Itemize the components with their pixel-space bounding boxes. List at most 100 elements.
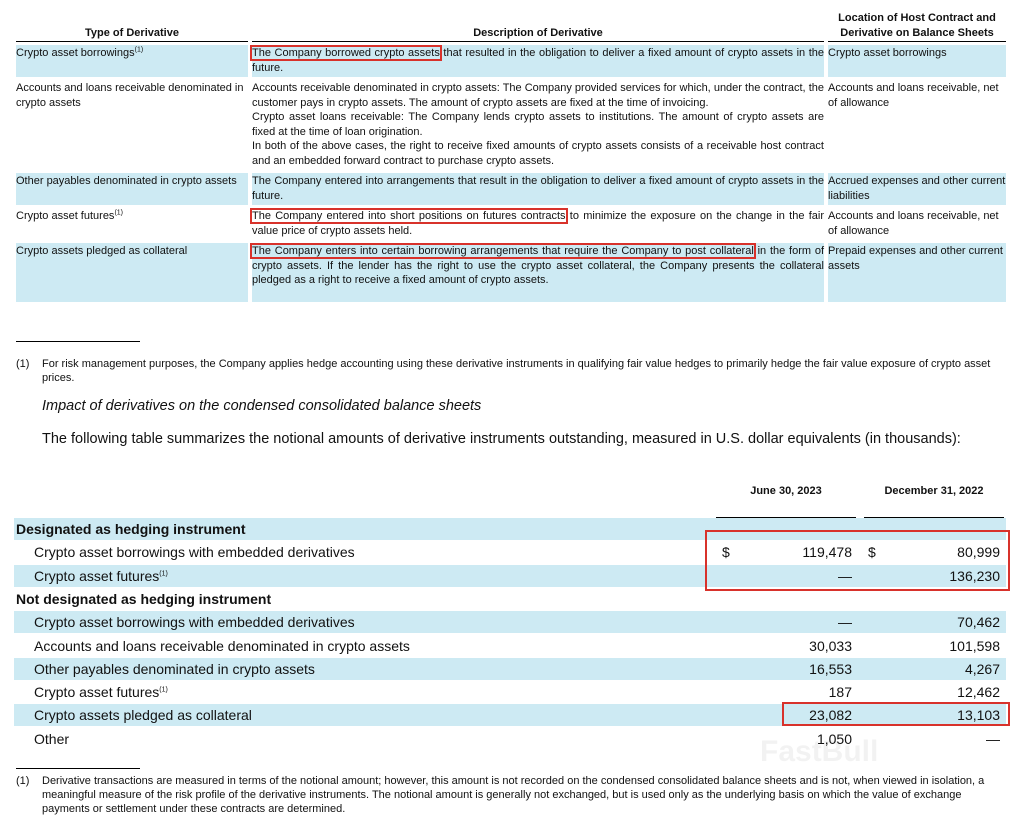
value: 23,082 [809,707,852,724]
label: Crypto assets pledged as collateral [34,707,252,724]
value: 16,553 [809,660,852,677]
footnote-text: Derivative transactions are measured in … [42,775,985,815]
row-label: Other payables denominated in crypto ass… [34,658,315,680]
value: 4,267 [964,660,1000,677]
table-row: Other 1,050 — [14,728,1006,750]
row-label: Crypto asset futures(1) [34,681,168,703]
section-title: Designated as hedging instrument [16,521,246,537]
type-cell: Crypto assets pledged as collateral [16,243,248,302]
location-cell: Accounts and loans receivable, net of al… [828,210,999,237]
description-cell: The Company enters into certain borrowin… [250,243,824,302]
derivatives-table: Type of Derivative Description of Deriva… [12,8,1010,305]
footnote-rule [16,768,140,769]
footnote-rule [16,341,140,342]
section-title: Not designated as hedging instrument [16,590,272,607]
value: — [838,614,852,631]
description-cell: Accounts receivable denominated in crypt… [252,80,824,170]
header-cell: Description of Derivative [252,11,824,42]
value: 80,999 [957,544,1000,561]
description: In both of the above cases, the right to… [252,140,824,167]
value: 1,050 [816,730,852,747]
note: (1) [114,209,123,217]
table-row: Crypto asset borrowings(1) The Company b… [16,45,1006,77]
row-label: Accounts and loans receivable denominate… [34,635,410,657]
highlight-box [705,530,1010,591]
label: Crypto asset futures [34,684,160,701]
column-header: December 31, 2022 [884,485,984,497]
column-header: June 30, 2023 [750,485,822,497]
header-cell: Location of Host Contract and Derivative… [828,11,1006,42]
type-cell: Crypto asset futures(1) [16,208,248,240]
description-cell: The Company borrowed crypto assets that … [250,45,824,77]
description-cell: The Company entered into arrangements th… [252,173,824,205]
header-row: Type of Derivative Description of Deriva… [16,11,1006,42]
value: 12,462 [957,684,1000,701]
note: (1) [134,46,144,54]
table-row: Crypto assets pledged as collateral The … [16,243,1006,302]
table-row: Other payables denominated in crypto ass… [14,657,1006,680]
description: Accounts receivable denominated in crypt… [252,82,824,109]
table-row: Other payables denominated in crypto ass… [16,173,1006,205]
value: 136,230 [949,567,1000,584]
location-cell: Accounts and loans receivable, net of al… [828,82,999,109]
table-row: Accounts and loans receivable denominate… [14,635,1006,657]
row-label: Other [34,728,69,750]
description: that resulted in the obligation to deliv… [252,47,824,74]
table-row: Crypto asset borrowings with embedded de… [14,611,1006,634]
highlight: The Company borrowed crypto assets [250,45,442,61]
value: 13,103 [957,707,1000,724]
row-label: Crypto asset futures(1) [34,565,168,587]
intro-paragraph: The following table summarizes the notio… [42,431,961,447]
description: in the form of crypto assets. If the len… [252,245,824,286]
column-rule [864,517,1004,518]
currency: $ [868,544,876,561]
description-cell: The Company entered into short positions… [250,208,825,240]
table-row: Accounts and loans receivable denominate… [16,80,1006,170]
currency: $ [722,544,730,561]
footnote-marker: (1) [16,775,30,787]
location-cell: Crypto asset borrowings [828,45,1006,77]
section-row: Not designated as hedging instrument [14,588,1006,610]
value: 187 [828,684,852,701]
note: (1) [159,569,168,577]
description: to minimize the exposure on the change i… [252,210,825,237]
row-label: Crypto assets pledged as collateral [34,704,252,726]
value: — [986,730,1000,747]
type: Crypto asset futures [16,210,115,222]
value: 30,033 [809,637,852,654]
note: (1) [159,686,168,694]
footnote-text: For risk management purposes, the Compan… [42,358,991,384]
table-row: Crypto assets pledged as collateral 23,08… [14,704,1006,727]
type-cell: Other payables denominated in crypto ass… [16,173,248,205]
type: Crypto asset borrowings [16,47,135,59]
description: Crypto asset loans receivable: The Compa… [252,111,824,138]
label: Other [34,730,70,747]
column-rule [716,517,856,518]
section-row: Designated as hedging instrument [14,518,1006,540]
label: Other payables denominated in crypto ass… [34,660,315,677]
section-heading: Impact of derivatives on the condensed c… [42,398,482,414]
highlight: The Company entered into short positions… [250,208,568,224]
label: Crypto asset futures [34,567,160,584]
location-cell: Accrued expenses and other current liabi… [828,173,1006,205]
highlight: The Company enters into certain borrowin… [250,243,756,259]
type-cell: Accounts and loans receivable denominate… [16,82,244,109]
value: 119,478 [802,544,852,561]
footnote-marker: (1) [16,358,30,370]
highlight-box [782,702,1010,726]
watermark: FastBull [760,735,879,768]
table-row: Crypto asset futures(1) — 136,230 [14,564,1006,587]
label: Crypto asset borrowings with embedded de… [34,614,355,631]
value: 70,462 [957,614,1000,631]
header-cell: Type of Derivative [16,11,248,42]
value: 101,598 [949,637,1000,654]
table-row: Crypto asset futures(1) The Company ente… [16,208,1006,240]
row-label: Crypto asset borrowings with embedded de… [34,541,355,563]
table-row: Crypto asset futures(1) 187 12,462 [14,681,1006,703]
location-cell: Prepaid expenses and other current asset… [828,243,1006,302]
row-label: Crypto asset borrowings with embedded de… [34,611,355,633]
table-row: Crypto asset borrowings with embedded de… [14,541,1006,563]
label: Accounts and loans receivable denominate… [34,637,410,654]
value: — [838,567,852,584]
